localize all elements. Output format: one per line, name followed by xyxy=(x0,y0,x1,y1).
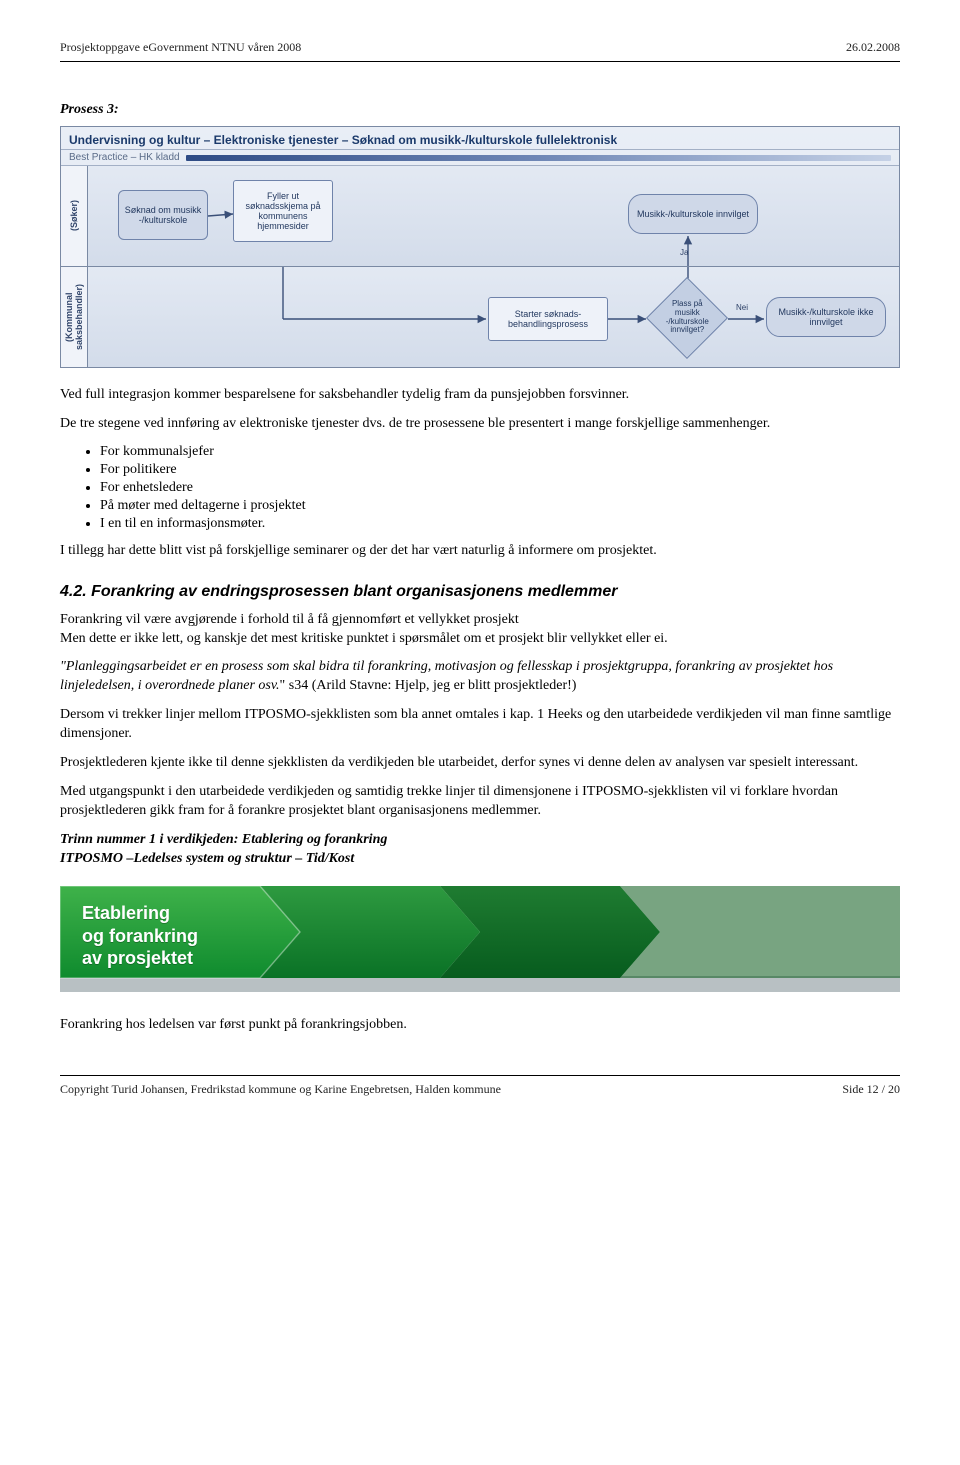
page-footer: Copyright Turid Johansen, Fredrikstad ko… xyxy=(60,1082,900,1097)
para-3: I tillegg har dette blitt vist på forskj… xyxy=(60,542,900,561)
para-7: Prosjektlederen kjente ikke til denne sj… xyxy=(60,754,900,773)
lane-kommunal: (Kommunal saksbehandler) Starter søknads… xyxy=(61,266,899,367)
page-header: Prosjektoppgave eGovernment NTNU våren 2… xyxy=(60,40,900,55)
header-left: Prosjektoppgave eGovernment NTNU våren 2… xyxy=(60,40,301,55)
subhead-1: Trinn nummer 1 i verdikjeden: Etablering… xyxy=(60,831,900,850)
list-item: I en til en informasjonsmøter. xyxy=(100,516,900,532)
para-5: "Planleggingsarbeidet er en prosess som … xyxy=(60,658,900,696)
list-item: På møter med deltagerne i prosjektet xyxy=(100,498,900,514)
node-fyller-ut: Fyller ut søknadsskjema på kommunens hje… xyxy=(233,180,333,242)
node-ikke-innvilget: Musikk-/kulturskole ikke innvilget xyxy=(766,297,886,337)
para-2: De tre stegene ved innføring av elektron… xyxy=(60,415,900,434)
lane-label-soker: (Søker) xyxy=(61,166,88,266)
para-6: Dersom vi trekker linjer mellom ITPOSMO-… xyxy=(60,706,900,744)
diagram-title: Undervisning og kultur – Elektroniske tj… xyxy=(61,127,899,150)
node-label: Starter søknads- behandlingsprosess xyxy=(493,309,603,329)
node-label: Fyller ut søknadsskjema på kommunens hje… xyxy=(238,191,328,231)
para-1: Ved full integrasjon kommer besparelsene… xyxy=(60,386,900,405)
lane-label-text: (Kommunal saksbehandler) xyxy=(64,284,84,350)
footer-rule xyxy=(60,1075,900,1076)
list-item: For politikere xyxy=(100,462,900,478)
lane-body-soker: Søknad om musikk -/kulturskole Fyller ut… xyxy=(88,166,899,266)
edge-label-ja: Ja xyxy=(680,248,688,257)
diagram-subtitle-row: Best Practice – HK kladd xyxy=(61,150,899,166)
lane-soker: (Søker) Søknad om musikk -/kulturskole xyxy=(61,166,899,266)
node-label: Musikk-/kulturskole innvilget xyxy=(637,209,749,219)
swimlane-diagram: Undervisning og kultur – Elektroniske tj… xyxy=(60,126,900,368)
lanes: (Søker) Søknad om musikk -/kulturskole xyxy=(61,166,899,367)
lane-label-text: (Søker) xyxy=(69,200,79,231)
node-innvilget: Musikk-/kulturskole innvilget xyxy=(628,194,758,234)
bullet-list: For kommunalsjefer For politikere For en… xyxy=(100,444,900,532)
node-label: Plass på musikk -/kulturskole innvilget? xyxy=(663,300,711,335)
subhead-2: ITPOSMO –Ledelses system og struktur – T… xyxy=(60,850,900,869)
node-soknad-start: Søknad om musikk -/kulturskole xyxy=(118,190,208,240)
header-right: 26.02.2008 xyxy=(846,40,900,55)
header-rule xyxy=(60,61,900,62)
edge-label-nei: Nei xyxy=(736,303,748,312)
edges-soker xyxy=(88,166,899,266)
para-9: Forankring hos ledelsen var først punkt … xyxy=(60,1016,900,1035)
footer-right: Side 12 / 20 xyxy=(842,1082,900,1097)
lane-body-kommunal: Starter søknads- behandlingsprosess Plas… xyxy=(88,267,899,367)
node-starter-prosess: Starter søknads- behandlingsprosess xyxy=(488,297,608,341)
banner-text: Etablering og forankring av prosjektet xyxy=(82,902,198,970)
node-label: Søknad om musikk -/kulturskole xyxy=(123,205,203,225)
subtitle-bar xyxy=(186,155,891,161)
section-label: Prosess 3: xyxy=(60,102,900,118)
heading-4-2: 4.2. Forankring av endringsprosessen bla… xyxy=(60,583,900,601)
para-8: Med utgangspunkt i den utarbeidede verdi… xyxy=(60,783,900,821)
para-5-suffix: " s34 (Arild Stavne: Hjelp, jeg er blitt… xyxy=(280,678,577,693)
diagram-subtitle: Best Practice – HK kladd xyxy=(69,152,180,163)
node-decision: Plass på musikk -/kulturskole innvilget? xyxy=(646,277,728,359)
para-4: Forankring vil være avgjørende i forhold… xyxy=(60,611,900,649)
node-label: Musikk-/kulturskole ikke innvilget xyxy=(771,307,881,327)
green-step-banner: Etablering og forankring av prosjektet xyxy=(60,882,900,992)
lane-label-kommunal: (Kommunal saksbehandler) xyxy=(61,267,88,367)
footer-left: Copyright Turid Johansen, Fredrikstad ko… xyxy=(60,1082,501,1097)
list-item: For enhetsledere xyxy=(100,480,900,496)
list-item: For kommunalsjefer xyxy=(100,444,900,460)
